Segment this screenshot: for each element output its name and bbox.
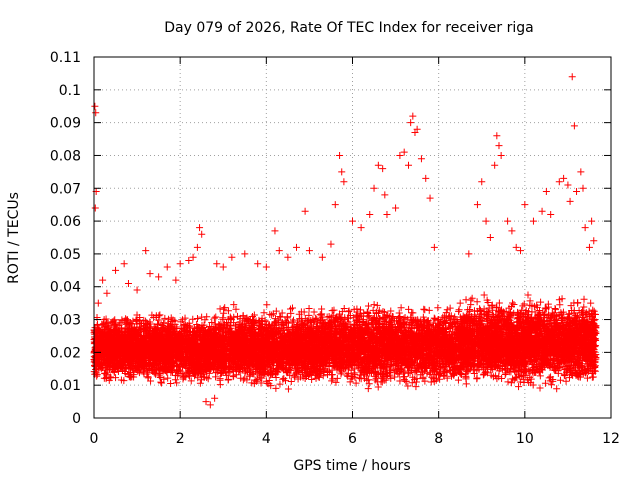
data-point [189, 315, 197, 323]
data-point [287, 377, 295, 385]
data-point [305, 304, 313, 312]
data-point [196, 379, 204, 387]
data-point [221, 304, 229, 312]
data-point [161, 314, 169, 322]
data-point [156, 373, 164, 381]
data-point [224, 376, 232, 384]
data-point [171, 376, 179, 384]
data-point [193, 315, 201, 323]
data-point [387, 374, 395, 382]
data-point [216, 376, 224, 384]
chart-title: Day 079 of 2026, Rate Of TEC Index for r… [164, 20, 533, 36]
data-point [157, 378, 165, 386]
data-point [266, 310, 274, 318]
data-point [156, 311, 164, 319]
data-point [212, 313, 220, 321]
data-point [263, 301, 271, 309]
data-point [216, 305, 224, 313]
data-point [310, 308, 318, 316]
data-point [112, 374, 120, 382]
data-points [90, 73, 600, 409]
data-point [287, 309, 295, 317]
data-point [305, 311, 313, 319]
data-point [284, 385, 292, 393]
data-point [157, 379, 165, 387]
data-point [110, 317, 118, 325]
data-point [250, 311, 258, 319]
data-point [118, 317, 126, 325]
data-point [187, 377, 195, 385]
data-point [268, 311, 276, 319]
data-point [204, 375, 212, 383]
data-point [260, 309, 268, 317]
data-point [208, 319, 216, 327]
data-point [173, 366, 181, 374]
data-point [308, 376, 316, 384]
data-point [155, 316, 163, 324]
